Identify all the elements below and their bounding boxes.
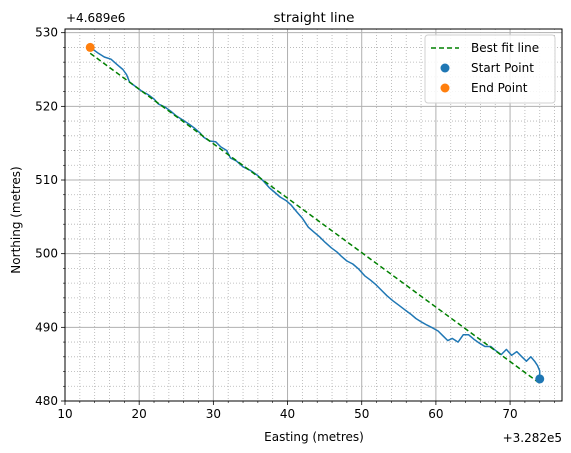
legend: Best fit line Start Point End Point [424,34,556,104]
end-point-marker [85,42,95,52]
plot-series [85,42,545,384]
start-point-marker [535,374,545,384]
y-axis-offset-label: +4.689e6 [66,11,125,25]
y-tick-label: 490 [35,320,58,334]
minor-grid [65,29,562,401]
legend-box [424,34,556,104]
y-tick-label: 530 [35,26,58,40]
y-tick-label: 510 [35,173,58,187]
x-tick-label: 30 [206,407,221,421]
x-tick-label: 60 [428,407,443,421]
legend-label: Start Point [471,61,534,75]
x-axis-offset-label: +3.282e5 [503,431,562,445]
x-tick-label: 20 [132,407,147,421]
track-line [89,46,541,379]
chart-title: straight line [274,10,355,26]
axis-ticks: 10 20 30 40 50 60 70 480 490 500 510 520 530 [35,26,555,421]
x-tick-label: 10 [57,407,72,421]
axes-frame [64,28,563,402]
legend-label: Best fit line [471,41,539,55]
x-tick-label: 40 [280,407,295,421]
legend-swatch-start [440,63,450,73]
legend-swatch-end [440,83,450,93]
y-tick-label: 480 [35,394,58,408]
x-axis-label: Easting (metres) [264,430,364,444]
y-tick-label: 520 [35,99,58,113]
x-tick-label: 50 [354,407,369,421]
y-tick-label: 500 [35,247,58,261]
legend-label: End Point [471,81,528,95]
best-fit-line [89,52,541,384]
x-tick-label: 70 [502,407,517,421]
major-grid [64,29,562,402]
y-axis-label: Northing (metres) [9,166,23,273]
